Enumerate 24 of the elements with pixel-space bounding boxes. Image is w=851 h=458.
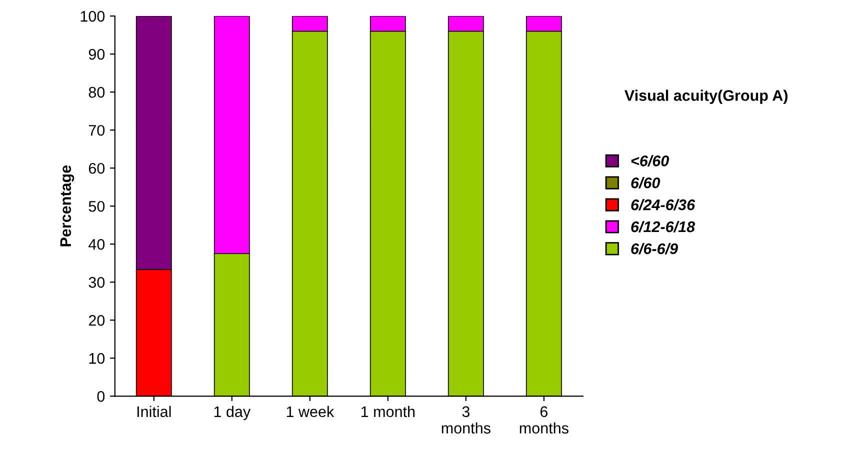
x-tick-label: 3 months [442, 406, 490, 434]
y-tick-label: 80 [88, 86, 105, 98]
legend-label: 6/24-6/36 [631, 199, 696, 210]
y-tick-label: 90 [88, 48, 105, 60]
y-tick-label: 10 [89, 353, 105, 364]
x-tick-label: Initial [137, 406, 171, 418]
y-tick-label: 100 [80, 10, 105, 22]
x-tick-label: 1 month [361, 406, 415, 418]
y-tick-label: 70 [88, 124, 105, 136]
y-tick-label: 0 [97, 391, 105, 402]
legend-label: 6/12-6/18 [631, 220, 696, 232]
legend-title: Visual acuity(Group A) [624, 90, 788, 104]
y-tick-label: 20 [88, 315, 105, 326]
legend-label: <6/60 [631, 155, 669, 166]
legend-label: 6/6-6/9 [631, 242, 678, 254]
y-tick-label: 30 [88, 276, 105, 288]
y-axis-title: Percentage [60, 165, 74, 246]
legend-label: 6/60 [631, 177, 660, 188]
x-tick-label: 1 week [286, 406, 334, 418]
x-tick-label: 6 months [520, 406, 568, 434]
y-tick-label: 40 [88, 238, 105, 250]
x-tick-label: 1 day [214, 406, 251, 420]
y-tick-label: 60 [88, 162, 105, 174]
y-tick-label: 50 [88, 200, 105, 212]
